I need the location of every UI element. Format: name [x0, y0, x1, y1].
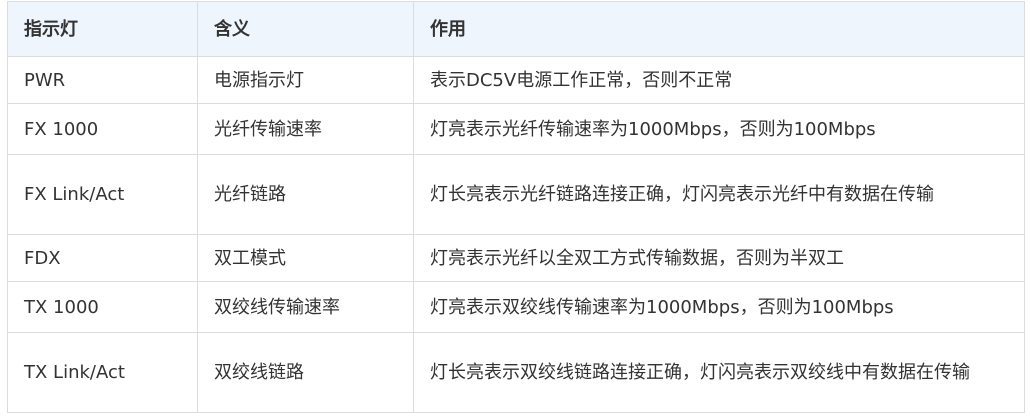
table-cell: 灯亮表示光纤传输速率为1000Mbps，否则为100Mbps — [413, 103, 1025, 155]
table-cell: TX 1000 — [7, 281, 198, 333]
table-cell: PWR — [7, 56, 198, 104]
table-row: PWR 电源指示灯 表示DC5V电源工作正常，否则不正常 — [7, 56, 1025, 104]
table-cell: FX Link/Act — [7, 154, 198, 235]
table-row: FX 1000 光纤传输速率 灯亮表示光纤传输速率为1000Mbps，否则为100M… — [7, 103, 1025, 155]
header-row: 指示灯 含义 作用 — [7, 1, 1025, 57]
header-cell: 含义 — [197, 1, 414, 57]
table-cell: FX 1000 — [7, 103, 198, 155]
table-cell: 灯亮表示双绞线传输速率为1000Mbps，否则为100Mbps — [413, 281, 1025, 333]
table-cell: 灯长亮表示双绞线链路连接正确，灯闪亮表示双绞线中有数据在传输 — [413, 332, 1025, 413]
table-row: FX Link/Act 光纤链路 灯长亮表示光纤链路连接正确，灯闪亮表示光纤中有数据… — [7, 154, 1025, 235]
table-cell: 光纤传输速率 — [197, 103, 414, 155]
table-cell: 电源指示灯 — [197, 56, 414, 104]
table-cell: FDX — [7, 234, 198, 282]
table-cell: TX Link/Act — [7, 332, 198, 413]
table-row: FDX 双工模式 灯亮表示光纤以全双工方式传输数据，否则为半双工 — [7, 234, 1025, 282]
table-cell: 双工模式 — [197, 234, 414, 282]
header-cell: 指示灯 — [7, 1, 198, 57]
table-cell: 光纤链路 — [197, 154, 414, 235]
table-cell: 双绞线传输速率 — [197, 281, 414, 333]
table-cell: 双绞线链路 — [197, 332, 414, 413]
table-cell: 灯亮表示光纤以全双工方式传输数据，否则为半双工 — [413, 234, 1025, 282]
table-cell: 表示DC5V电源工作正常，否则不正常 — [413, 56, 1025, 104]
table-row: TX Link/Act 双绞线链路 灯长亮表示双绞线链路连接正确，灯闪亮表示双绞线中… — [7, 332, 1025, 413]
indicator-table: 指示灯 含义 作用 PWR 电源指示灯 表示DC5V电源工作正常，否则不正常 FX 1… — [7, 1, 1025, 413]
table-cell: 灯长亮表示光纤链路连接正确，灯闪亮表示光纤中有数据在传输 — [413, 154, 1025, 235]
header-cell: 作用 — [413, 1, 1025, 57]
table-row: TX 1000 双绞线传输速率 灯亮表示双绞线传输速率为1000Mbps，否则为10… — [7, 281, 1025, 333]
